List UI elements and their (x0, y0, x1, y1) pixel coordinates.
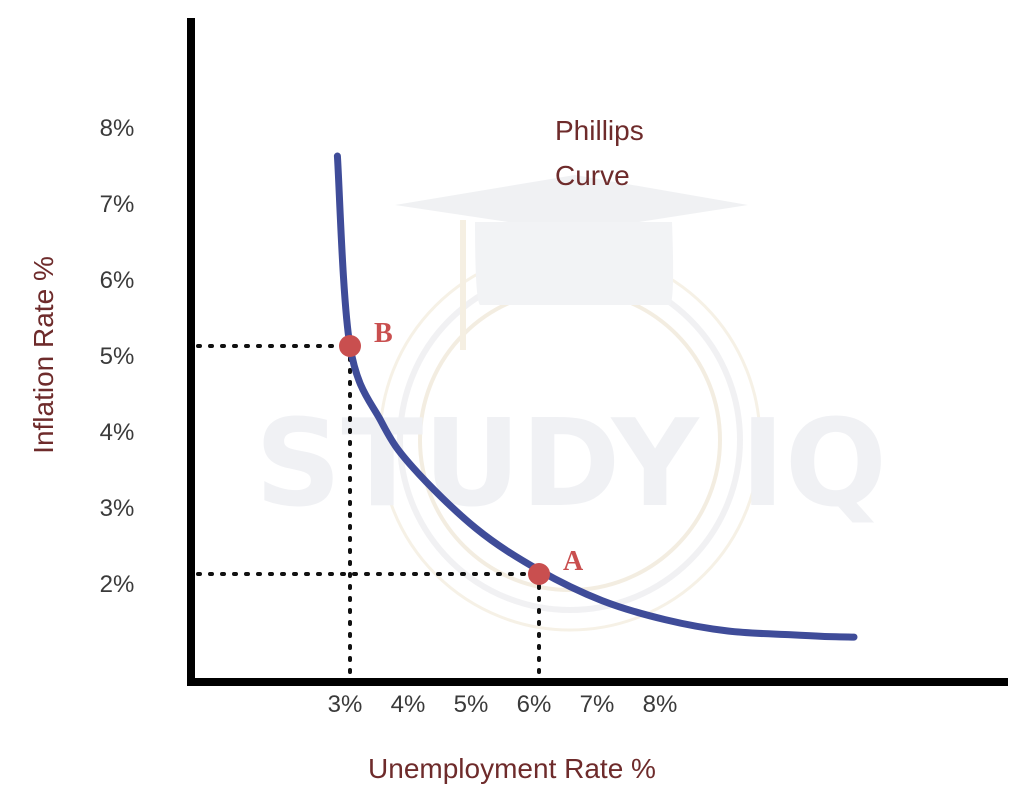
x-tick-labels: 3% 4% 5% 6% 7% 8% (328, 691, 678, 718)
curve-points: BA (339, 318, 584, 585)
y-tick-label: 2% (100, 571, 135, 598)
x-tick-label: 6% (517, 691, 552, 718)
x-tick-label: 7% (580, 691, 615, 718)
y-tick-labels: 2% 3% 4% 5% 6% 7% 8% (100, 115, 135, 598)
y-tick-label: 5% (100, 343, 135, 370)
x-tick-label: 8% (643, 691, 678, 718)
point-label-a: A (563, 546, 584, 577)
point-b (339, 335, 361, 357)
y-tick-label: 4% (100, 419, 135, 446)
point-label-b: B (374, 318, 393, 349)
graduation-cap-icon (395, 175, 748, 232)
y-tick-label: 8% (100, 115, 135, 142)
curve-label: Phillips Curve (555, 115, 644, 191)
curve-label-line: Phillips (555, 115, 644, 146)
watermark-logo: STUDY IQ (255, 175, 887, 632)
y-tick-label: 7% (100, 191, 135, 218)
y-axis-label: Inflation Rate % (28, 256, 59, 454)
x-tick-label: 3% (328, 691, 363, 718)
guide-lines (196, 344, 541, 678)
x-axis-label: Unemployment Rate % (368, 753, 656, 784)
watermark-text: STUDY IQ (255, 395, 887, 534)
y-tick-label: 6% (100, 267, 135, 294)
x-tick-label: 4% (391, 691, 426, 718)
x-tick-label: 5% (454, 691, 489, 718)
y-tick-label: 3% (100, 495, 135, 522)
curve-label-line: Curve (555, 160, 630, 191)
point-a (528, 563, 550, 585)
